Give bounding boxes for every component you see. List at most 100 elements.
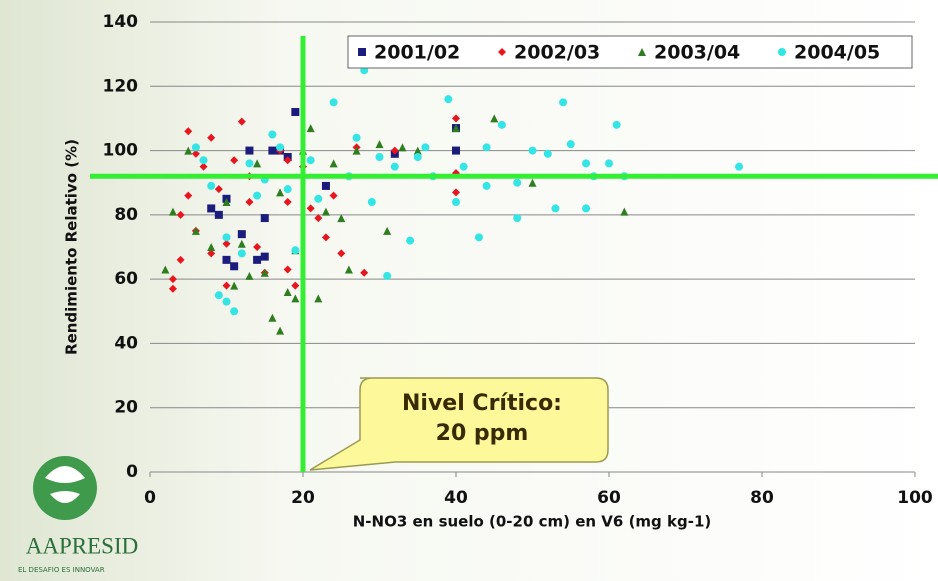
point [612,120,621,129]
point [168,284,177,293]
point [283,198,292,206]
point [291,294,300,303]
point [459,162,468,171]
point [390,162,399,171]
point [352,133,361,142]
point [161,265,170,274]
point [566,140,575,149]
point [237,117,246,126]
y-tick-label: 120 [103,76,139,96]
point [314,214,323,223]
point [191,226,200,235]
point [168,207,177,216]
y-tick-label: 60 [114,269,138,289]
point [222,233,231,242]
point [528,146,537,155]
point [230,262,239,271]
point [176,210,185,219]
annotation: Nivel Crítico: 20 ppm [309,377,609,471]
y-tick-label: 100 [103,141,139,161]
point [184,191,193,200]
point [306,156,315,165]
callout-text: 20 ppm [436,421,529,446]
point [237,249,246,258]
point [237,239,246,248]
point [207,133,216,142]
point [398,143,407,152]
point [199,162,208,171]
point [375,140,384,149]
point [314,294,323,303]
point [222,198,231,206]
point [413,146,422,155]
point [207,249,216,258]
x-tick-label: 60 [597,488,621,508]
point [283,185,292,194]
point [413,153,422,161]
point [367,198,376,206]
y-tick-label: 20 [114,398,138,418]
point [260,214,269,223]
point [291,246,300,255]
point [329,159,338,168]
point [352,146,361,155]
point [191,149,200,158]
point [253,191,262,200]
point [452,146,460,155]
point [490,114,499,123]
point [513,178,522,187]
logo-name: AAPRESID [26,533,138,558]
x-tick-label: 40 [444,488,468,508]
point [306,204,315,213]
point [452,198,460,206]
point [329,98,338,107]
point [184,146,193,155]
point [321,181,330,190]
point [276,188,285,197]
point [191,143,200,152]
point [207,243,216,251]
point [314,194,323,203]
point [276,143,285,152]
point [214,291,223,300]
legend-label: 2003/04 [654,42,740,64]
point [513,214,522,223]
point [260,252,269,261]
point [214,185,223,194]
legend-label: 2002/03 [514,42,600,64]
point [222,239,231,248]
point [222,297,231,306]
point [337,214,346,223]
logo-tagline: EL DESAFIO ES INNOVAR [18,566,105,574]
y-tick-label: 0 [126,462,138,482]
point [168,275,177,284]
point [268,313,277,322]
x-axis-title: N-NO3 en suelo (0-20 cm) en V6 (mg kg-1) [353,513,712,531]
point [390,146,399,155]
point [551,204,560,213]
logo: AAPRESID EL DESAFIO ES INNOVAR [18,456,138,574]
point [276,326,285,335]
point [291,281,300,290]
point [268,146,277,155]
point [184,127,193,136]
point [452,188,460,197]
point [421,143,430,152]
logo-emblem [33,456,97,520]
point [230,281,239,290]
point [283,265,292,274]
legend-marker [358,48,366,56]
point [482,181,491,190]
x-tick-label: 80 [750,488,774,508]
point [199,156,208,165]
point [253,243,262,251]
point [214,210,223,219]
point [406,236,415,245]
point [582,204,591,213]
point [452,114,460,123]
point [344,265,353,274]
point [176,255,185,264]
point [543,149,552,158]
point [321,207,330,216]
